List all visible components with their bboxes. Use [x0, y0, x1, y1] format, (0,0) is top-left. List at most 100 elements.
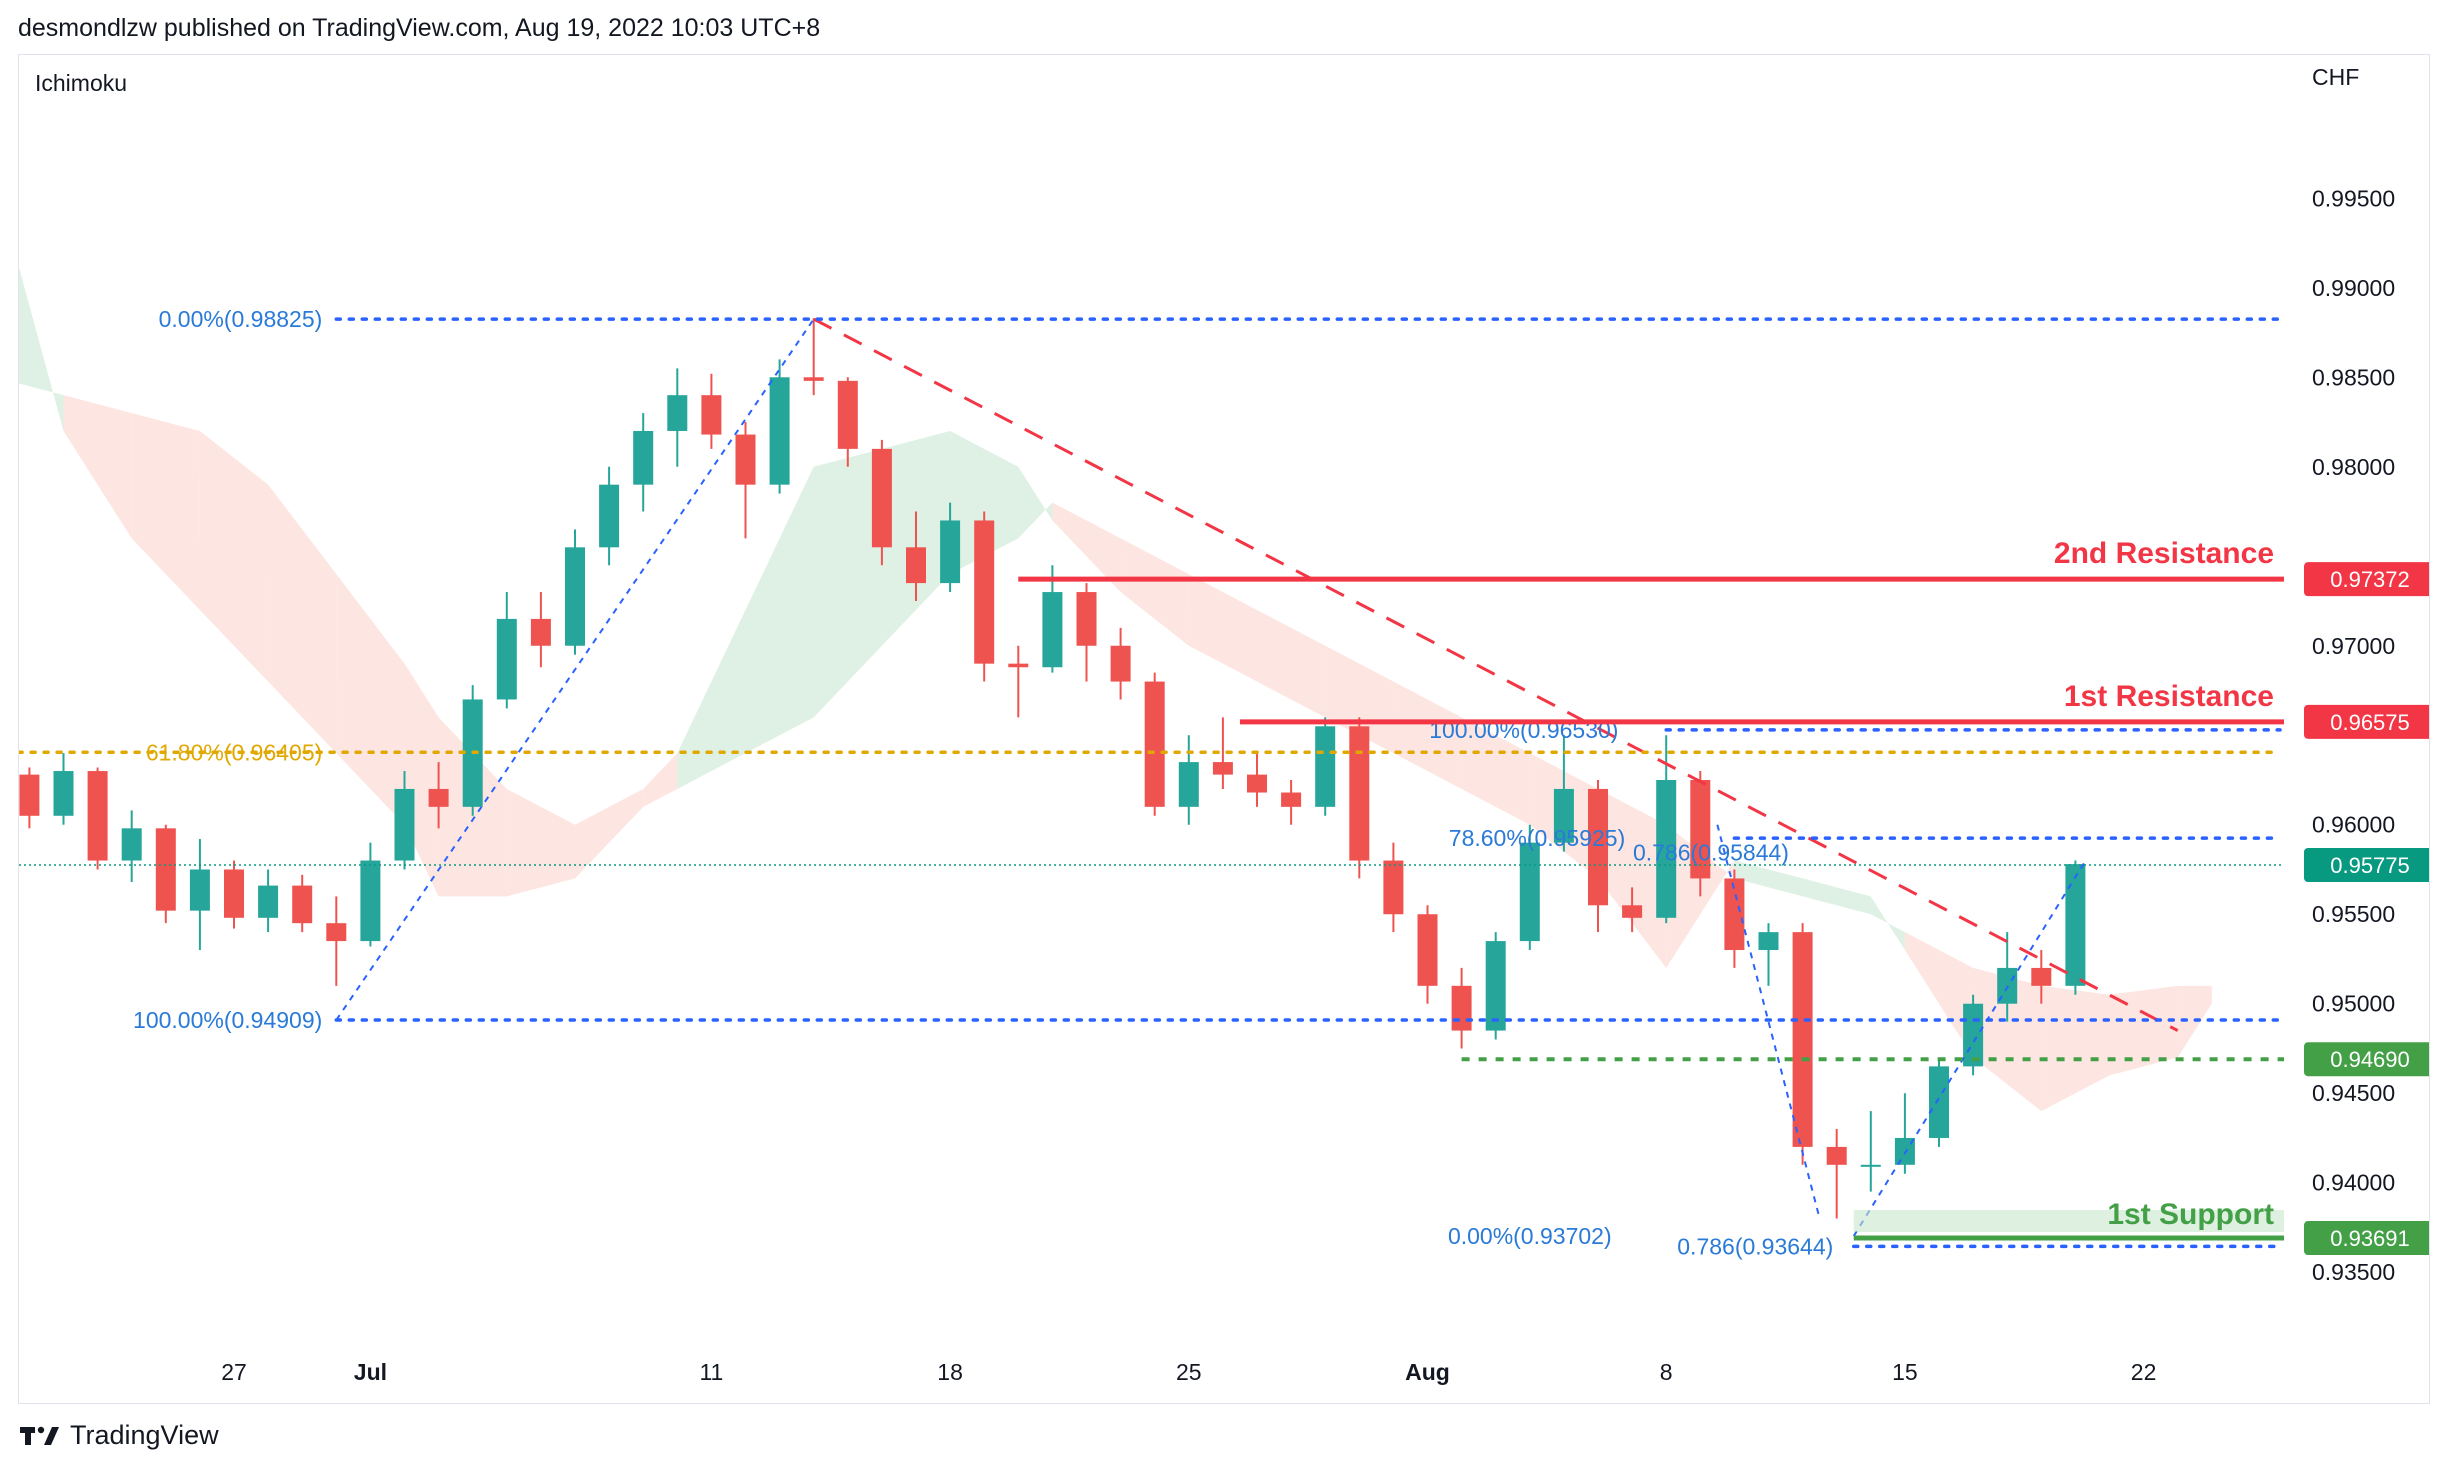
cloud-segment	[1393, 681, 1462, 789]
x-tick-label: Aug	[1405, 1359, 1450, 1385]
fib-label: 100.00%(0.94909)	[133, 1007, 322, 1033]
x-tick-label: Jul	[354, 1359, 387, 1385]
cloud-segment	[2109, 985, 2178, 1076]
candle-body	[1860, 1164, 1881, 1167]
x-tick-label: 8	[1660, 1359, 1673, 1385]
candle-body	[53, 771, 74, 816]
candle-body	[1349, 726, 1370, 861]
cloud-segment	[1461, 717, 1530, 825]
candle-body	[1042, 592, 1063, 668]
cloud-segment	[336, 574, 405, 825]
y-tick-label: 0.95500	[2312, 901, 2395, 927]
ichimoku-cloud	[19, 267, 2212, 1112]
x-tick-label: 27	[221, 1359, 247, 1385]
price-tag	[2304, 1042, 2429, 1077]
cloud-segment	[575, 788, 644, 879]
cloud-segment	[1870, 896, 1905, 951]
y-tick-label: 0.98500	[2312, 364, 2395, 390]
candle-body	[837, 380, 858, 449]
cloud-segment	[1598, 788, 1667, 968]
price-tag	[2304, 704, 2429, 739]
cloud-segment	[813, 448, 882, 718]
x-tick-label: 15	[1892, 1359, 1918, 1385]
cloud-segment	[677, 609, 746, 789]
fib-label: 0.786(0.95844)	[1633, 840, 1789, 866]
y-tick-label: 0.99000	[2312, 275, 2395, 301]
candle-body	[496, 618, 517, 700]
price-tag-label: 0.96575	[2330, 710, 2410, 735]
candle-body	[667, 395, 688, 431]
indicator-label: Ichimoku	[35, 70, 127, 96]
chart-frame[interactable]: Ichimoku CHF 0.00%(0.98825) 61.80%(0.96405)…	[18, 54, 2430, 1404]
candle-body	[1315, 726, 1336, 807]
candle-body	[1076, 592, 1097, 646]
fib-label: 0.00%(0.93702)	[1448, 1223, 1612, 1249]
cloud-segment	[1052, 502, 1121, 593]
candle-body	[565, 547, 585, 646]
candle-body	[735, 434, 756, 485]
cloud-segment	[1666, 824, 1735, 968]
candle-body	[599, 484, 620, 548]
candle-body	[906, 547, 926, 584]
candle-body	[1144, 681, 1165, 807]
y-tick-label: 0.95000	[2312, 991, 2395, 1017]
candle-body	[2065, 864, 2086, 986]
candle-body	[19, 774, 40, 816]
candle-body	[1963, 1003, 1984, 1067]
y-tick-label: 0.99500	[2312, 185, 2395, 211]
candle-body	[1212, 762, 1233, 775]
candle-body	[871, 448, 892, 548]
fib-drawings	[19, 317, 2282, 1249]
fib-label: 78.60%(0.95925)	[1449, 825, 1625, 851]
cloud-segment	[1973, 967, 2042, 1112]
fib-trend-line	[1716, 824, 1821, 1219]
candle-body	[121, 828, 142, 861]
cloud-segment	[63, 395, 132, 539]
candle-body	[701, 395, 722, 435]
candle-body	[1758, 932, 1779, 951]
x-axis: 27 Jul 11 18 25 Aug 8 15 22	[221, 1359, 2156, 1385]
candle-body	[940, 520, 961, 584]
cloud-segment	[2041, 985, 2110, 1112]
cloud-segment	[268, 484, 337, 754]
cloud-segment	[1188, 574, 1257, 682]
candle-body	[1417, 914, 1438, 986]
candle-body	[1519, 842, 1540, 942]
cloud-segment	[1257, 609, 1326, 718]
cloud-segment	[950, 430, 1019, 575]
price-tag-label: 0.93691	[2330, 1226, 2410, 1251]
price-tag	[2304, 848, 2429, 883]
candle-body	[1553, 788, 1574, 843]
candle-body	[1178, 762, 1199, 807]
candle-body	[1724, 878, 1745, 951]
resistance-label: 1st Resistance	[2064, 680, 2274, 713]
candle-body	[1110, 645, 1131, 682]
y-tick-label: 0.93500	[2312, 1259, 2395, 1285]
x-tick-label: 11	[699, 1359, 723, 1385]
price-chart[interactable]: Ichimoku CHF 0.00%(0.98825) 61.80%(0.96405)…	[19, 55, 2429, 1403]
cloud-segment	[1018, 466, 1053, 539]
descending-trendline	[813, 317, 2179, 1032]
candle-body	[224, 869, 244, 918]
cloud-segment	[1904, 932, 1974, 1058]
price-tag-label: 0.94690	[2330, 1047, 2410, 1072]
candle-body	[258, 885, 279, 918]
cloud-segment	[131, 413, 200, 610]
price-tag	[2304, 562, 2429, 597]
cloud-segment	[1802, 878, 1871, 915]
candle-body	[769, 377, 790, 485]
candle-body	[974, 520, 995, 664]
candle-body	[326, 923, 347, 942]
cloud-segment	[745, 466, 814, 754]
candle-body	[1588, 788, 1608, 906]
price-tag	[2304, 1221, 2429, 1256]
candle-body	[1792, 932, 1813, 1147]
cloud-segment	[1120, 538, 1189, 646]
resistance-label: 2nd Resistance	[2054, 537, 2274, 570]
publish-header: desmondlzw published on TradingView.com,…	[18, 14, 821, 42]
candle-body	[1008, 663, 1029, 668]
candle-body	[360, 860, 381, 942]
candle-body	[428, 788, 449, 807]
footer: TradingView	[20, 1420, 219, 1451]
candle-body	[1690, 779, 1711, 879]
